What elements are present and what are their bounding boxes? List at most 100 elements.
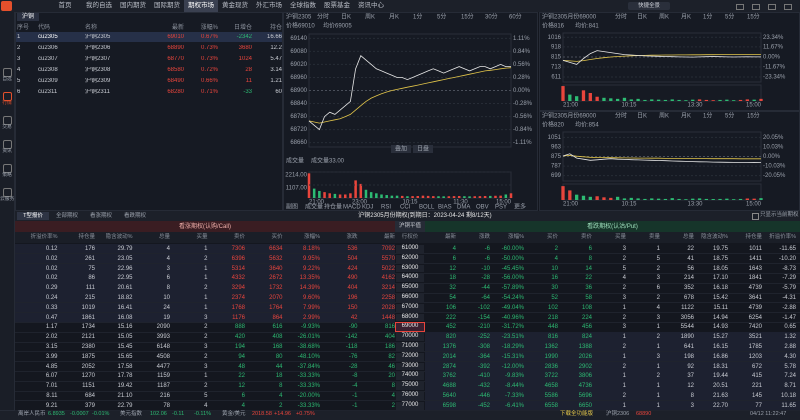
time-label: 21:00 bbox=[563, 202, 579, 208]
quote-cell: 12.2 bbox=[270, 45, 282, 51]
nav-tab[interactable]: 期权市场 bbox=[184, 0, 218, 12]
main-chart-panel bbox=[283, 12, 538, 211]
put-cell: -56.00% bbox=[501, 275, 524, 282]
window-control[interactable] bbox=[752, 4, 760, 10]
sidebar-icon[interactable] bbox=[3, 140, 12, 149]
nav-tab[interactable]: 资讯中心 bbox=[358, 2, 384, 9]
volume-bar bbox=[711, 199, 715, 200]
call-cell: 1019 bbox=[81, 304, 95, 311]
options-toolbar bbox=[15, 211, 800, 221]
sidebar-item[interactable]: 资讯 bbox=[2, 149, 12, 154]
volume-bar bbox=[711, 100, 715, 101]
option-tab[interactable]: 全部期权 bbox=[55, 213, 78, 219]
nav-tab[interactable]: 黄金现货 bbox=[222, 2, 248, 9]
call-cell: 1 bbox=[204, 373, 208, 380]
call-cell: 5022 bbox=[381, 265, 395, 272]
window-control[interactable] bbox=[768, 4, 776, 10]
nav-tab[interactable]: 股票基金 bbox=[324, 2, 350, 9]
volume-bar bbox=[602, 97, 606, 101]
option-tab[interactable]: 看跌期权 bbox=[123, 213, 146, 219]
sidebar-icon[interactable] bbox=[3, 188, 12, 197]
quote-cell: 0.66% bbox=[200, 78, 218, 84]
search-button[interactable]: 快捷全景 bbox=[628, 2, 670, 10]
put-cell: 2 bbox=[622, 255, 626, 262]
call-cell: 1151 bbox=[82, 383, 95, 390]
volume-bar bbox=[752, 198, 756, 200]
y-tick-label: 1051 bbox=[548, 135, 562, 141]
download-link[interactable]: 下载全功能版 bbox=[560, 411, 594, 417]
put-cell: -2.88 bbox=[782, 304, 796, 311]
put-cell: 19.44 bbox=[712, 373, 728, 380]
period-tab: 30分 bbox=[485, 13, 498, 21]
quote-cell: 3.14 bbox=[270, 67, 282, 73]
put-header: 看跌期权(认沽/Put) bbox=[587, 224, 638, 230]
indicator-tab: 成交量 bbox=[305, 203, 323, 211]
put-cell: -6.41% bbox=[504, 402, 524, 409]
call-cell: 15.05 bbox=[117, 334, 133, 341]
volume-label: 成交量33.00 bbox=[311, 157, 345, 165]
pct-tick-label: 23.34% bbox=[763, 35, 784, 41]
put-cell: 18.75 bbox=[712, 255, 728, 262]
put-cell: -7.29 bbox=[782, 275, 796, 282]
y-tick-label: 713 bbox=[551, 65, 562, 71]
volume-bg bbox=[562, 183, 762, 201]
sidebar-icon[interactable] bbox=[3, 92, 12, 101]
put-cell: 221 bbox=[751, 383, 762, 390]
put-cell: 3 bbox=[656, 275, 660, 282]
call-cell: 3 bbox=[204, 314, 208, 321]
filter-checkbox[interactable] bbox=[752, 213, 759, 220]
sidebar-icon[interactable] bbox=[3, 116, 12, 125]
nav-tab[interactable]: 首页 bbox=[58, 2, 72, 9]
call-cell: 18.82 bbox=[117, 295, 133, 301]
call-cell: 1734 bbox=[81, 324, 95, 331]
option-tab[interactable]: 看涨期权 bbox=[89, 213, 112, 219]
nav-tab[interactable]: 全球指数 bbox=[290, 2, 316, 9]
sidebar-item[interactable]: 自选 bbox=[2, 77, 12, 82]
call-cell: 13.35% bbox=[299, 275, 320, 282]
call-cell: 17.58 bbox=[117, 363, 133, 370]
put-cell: 352 bbox=[683, 285, 694, 292]
put-cell: 1.32 bbox=[784, 334, 796, 341]
period-tab: 5分 bbox=[725, 13, 734, 21]
vol-tick-label: 2214.00 bbox=[285, 173, 307, 179]
call-cell: 10 bbox=[163, 295, 170, 301]
nav-tab[interactable]: 外汇市场 bbox=[256, 2, 282, 9]
call-cell: 2374 bbox=[231, 295, 245, 301]
sidebar-item[interactable]: 策略 bbox=[2, 173, 12, 178]
put-cell: 11.65 bbox=[781, 402, 796, 409]
put-cell: 2 bbox=[554, 246, 558, 252]
window-control[interactable] bbox=[736, 4, 744, 10]
quote-tab[interactable]: 沪铜 bbox=[17, 13, 39, 21]
quote-cell: 0.71% bbox=[200, 89, 218, 95]
put-cell: -44 bbox=[481, 285, 490, 292]
call-cell: 2.99% bbox=[302, 314, 320, 321]
nav-tab[interactable]: 我的自选 bbox=[86, 2, 112, 9]
nav-tab[interactable]: 国际期货 bbox=[154, 2, 180, 9]
call-cell: 1 bbox=[204, 246, 208, 252]
strike-cell: 64000 bbox=[396, 274, 424, 283]
call-cell: 864 bbox=[272, 314, 283, 321]
volume-bar bbox=[395, 195, 399, 198]
nav-tab[interactable]: 国内期货 bbox=[120, 2, 146, 9]
strike-header: 沪铜平值 bbox=[398, 223, 421, 229]
volume-bar bbox=[489, 195, 492, 198]
filter-label[interactable]: 只显示当前期权 bbox=[760, 212, 799, 218]
put-cell: 2014 bbox=[442, 353, 456, 360]
pct-tick-label: 0.00% bbox=[513, 88, 531, 94]
window-control[interactable] bbox=[784, 4, 792, 10]
sidebar-item[interactable]: 云服务 bbox=[0, 197, 15, 202]
call-cell: 9.22% bbox=[302, 265, 320, 272]
sidebar-item[interactable]: 行情 bbox=[2, 101, 12, 106]
put-cell: 8 bbox=[588, 255, 592, 262]
row-line bbox=[15, 370, 800, 372]
sidebar-icon[interactable] bbox=[3, 164, 12, 173]
volume-bar bbox=[588, 93, 592, 101]
call-cell: 8.18% bbox=[302, 246, 320, 252]
sidebar-item[interactable]: 交易 bbox=[2, 125, 12, 130]
row-line bbox=[15, 361, 800, 363]
volume-bar bbox=[499, 195, 502, 198]
call-cell: 1 bbox=[204, 265, 208, 272]
volume-bar bbox=[595, 96, 599, 101]
sidebar-icon[interactable] bbox=[3, 68, 12, 77]
option-tab[interactable]: T型报价 bbox=[17, 212, 49, 220]
